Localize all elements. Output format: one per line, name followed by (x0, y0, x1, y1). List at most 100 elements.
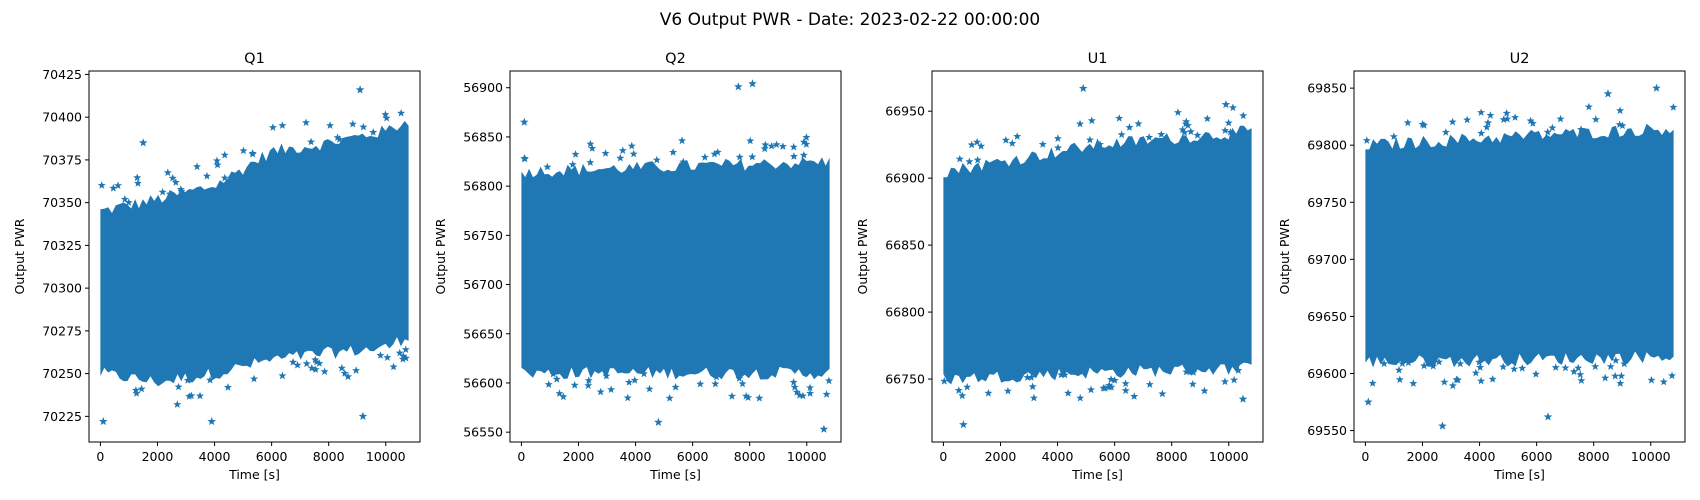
data-point (1616, 379, 1625, 387)
data-point (1224, 118, 1233, 127)
x-tick-label: 8000 (313, 449, 345, 464)
data-point (802, 140, 811, 148)
data-point (1395, 365, 1403, 374)
data-point (120, 195, 129, 203)
data-point (789, 378, 798, 386)
data-point (1577, 376, 1586, 384)
y-tick-label: 56700 (463, 277, 503, 292)
data-point (607, 385, 616, 393)
data-point (1188, 380, 1197, 388)
data-point (1482, 123, 1491, 131)
data-band (100, 120, 409, 387)
data-point (1510, 364, 1519, 373)
data-point (711, 379, 720, 388)
data-point (163, 168, 172, 177)
x-axis-label: Time [s] (228, 467, 280, 482)
outlier-point (1238, 394, 1248, 403)
data-point (559, 392, 568, 401)
data-point (1115, 114, 1124, 122)
data-point (1193, 131, 1202, 139)
outlier-point (355, 85, 365, 94)
data-point (196, 391, 204, 400)
data-point (1158, 389, 1167, 398)
data-point (381, 110, 390, 118)
outlier-point (520, 117, 529, 126)
outlier-point (1364, 397, 1373, 406)
data-point (131, 386, 140, 394)
data-point (738, 379, 747, 388)
data-point (1420, 361, 1429, 370)
data-point (630, 376, 639, 384)
data-point (1107, 375, 1115, 383)
data-point (761, 140, 770, 149)
data-point (1221, 126, 1230, 134)
data-point (1502, 109, 1511, 117)
data-point (376, 351, 385, 359)
data-point (570, 381, 579, 389)
data-point (584, 381, 593, 389)
data-point (584, 376, 593, 384)
data-point (746, 136, 755, 145)
data-point (1362, 136, 1371, 144)
x-tick-label: 10000 (787, 449, 827, 464)
data-point (1475, 358, 1484, 366)
data-point (755, 394, 764, 402)
data-point (206, 375, 215, 384)
data-point (955, 154, 964, 163)
data-point (802, 133, 811, 141)
data-point (315, 359, 324, 367)
y-tick-label: 70400 (42, 110, 82, 125)
data-point (278, 371, 287, 380)
outlier-point (734, 82, 743, 91)
y-tick-label: 69650 (1307, 309, 1347, 324)
data-point (602, 371, 611, 380)
outlier-point (1079, 83, 1088, 93)
data-point (1107, 383, 1116, 391)
y-tick-label: 66850 (885, 238, 925, 253)
data-point (307, 137, 316, 146)
y-tick-label: 56600 (463, 375, 503, 390)
data-point (1440, 377, 1449, 386)
data-point (1615, 120, 1624, 128)
data-point (1669, 103, 1678, 111)
data-point (326, 121, 335, 129)
outlier-point (1543, 412, 1553, 421)
data-point (1105, 381, 1114, 389)
data-point (1452, 375, 1461, 384)
data-point (679, 157, 688, 166)
data-point (967, 140, 976, 149)
data-point (1220, 377, 1229, 386)
data-point (1053, 134, 1062, 142)
y-axis-label: Output PWR (12, 218, 27, 294)
data-point (220, 173, 229, 182)
outlier-point (748, 79, 757, 88)
data-point (399, 352, 408, 360)
data-point (1601, 373, 1610, 382)
x-tick-label: 8000 (1578, 449, 1610, 464)
data-point (174, 382, 183, 391)
y-tick-label: 56650 (463, 326, 503, 341)
x-tick-label: 4000 (1464, 449, 1496, 464)
data-point (1183, 121, 1192, 129)
data-band (1365, 123, 1674, 368)
data-point (1543, 128, 1552, 136)
data-point (652, 155, 661, 164)
data-point (1486, 111, 1495, 119)
y-tick-label: 66950 (885, 104, 925, 119)
data-point (799, 150, 808, 159)
data-point (302, 359, 311, 368)
data-point (792, 388, 801, 396)
data-point (824, 376, 833, 385)
data-point (1182, 367, 1191, 376)
data-point (1001, 136, 1010, 144)
x-tick-label: 4000 (620, 449, 652, 464)
data-point (806, 383, 814, 392)
data-point (963, 382, 972, 391)
data-point (1157, 130, 1166, 138)
data-point (312, 357, 321, 366)
data-point (1611, 356, 1620, 364)
data-point (307, 364, 316, 372)
data-point (1145, 380, 1154, 388)
y-tick-label: 69600 (1307, 366, 1347, 381)
